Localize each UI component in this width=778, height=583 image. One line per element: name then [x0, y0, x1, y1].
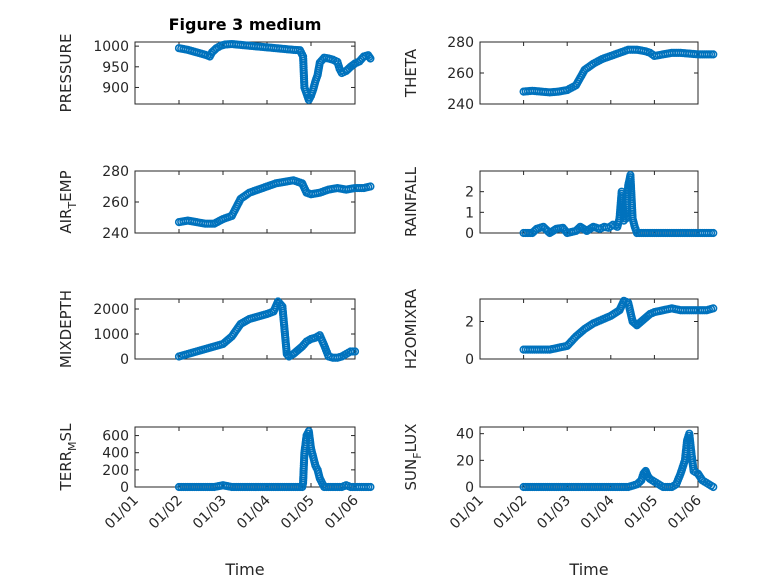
subplot-5: 0 1000 2000 MIXDEPTH — [57, 290, 360, 368]
subplot-4: 0 1 2 RAINFALL — [402, 166, 718, 242]
x-tick-label: 01/01 — [102, 493, 142, 533]
y-tick-label: 0 — [465, 352, 474, 368]
y-tick-label: 0 — [465, 480, 474, 496]
x-tick-label: 01/04 — [578, 492, 618, 532]
y-axis-label: H2OMIXRA — [402, 288, 420, 369]
y-tick-label: 1 — [465, 205, 474, 221]
data-point — [366, 482, 375, 492]
subplot-2: 240 260 280 THETA — [402, 35, 718, 113]
axes-frame — [479, 170, 699, 234]
y-tick-label: 200 — [102, 463, 129, 479]
y-tick-label: 240 — [447, 97, 474, 113]
series-markers — [519, 171, 718, 238]
y-tick-label: 0 — [465, 226, 474, 242]
data-point — [350, 347, 360, 356]
y-tick-label: 1000 — [93, 39, 129, 55]
x-tick-label: 01/01 — [447, 493, 487, 533]
y-axis-label: THETA — [402, 48, 420, 98]
y-tick-label: 950 — [102, 60, 129, 76]
x-tick-label: 01/06 — [322, 492, 362, 532]
data-point — [709, 50, 718, 59]
series-markers — [519, 296, 718, 354]
x-axis-label: Time — [224, 560, 264, 579]
axes-frame — [134, 170, 356, 234]
y-tick-label: 0 — [120, 352, 129, 368]
x-tick-label: 01/04 — [234, 492, 274, 532]
subplot-8: 0 20 40 01/01 01/02 01/03 01/04 01/05 01/06 SUNFL… — [402, 424, 718, 579]
y-axis-label: RAINFALL — [402, 166, 420, 237]
series-markers — [174, 176, 375, 228]
y-tick-label: 40 — [456, 427, 474, 443]
y-axis-label: MIXDEPTH — [57, 290, 75, 368]
axes-frame — [134, 298, 356, 360]
data-point — [366, 182, 375, 191]
data-point — [709, 304, 718, 313]
x-axis-label: Time — [568, 560, 608, 579]
x-tick-label: 01/06 — [665, 492, 705, 532]
data-point — [366, 54, 375, 63]
series-markers — [519, 45, 718, 97]
x-tick-label: 01/03 — [534, 493, 574, 533]
y-tick-label: 2000 — [93, 302, 129, 318]
y-tick-label: 280 — [102, 164, 129, 180]
data-point — [709, 482, 718, 492]
x-tick-label: 01/02 — [491, 493, 531, 533]
y-tick-label: 0 — [120, 480, 129, 496]
series-markers — [519, 429, 718, 492]
subplot-6: 0 2 H2OMIXRA — [402, 288, 718, 369]
y-axis-label: SUNFLUX — [402, 424, 424, 491]
series-markers — [174, 297, 360, 362]
y-tick-label: 1000 — [93, 327, 129, 343]
data-point — [283, 351, 293, 360]
series-markers — [174, 427, 375, 492]
x-tick-label: 01/02 — [146, 493, 186, 533]
y-tick-label: 280 — [447, 35, 474, 51]
y-tick-label: 600 — [102, 429, 129, 445]
figure-title: Figure 3 medium — [169, 15, 322, 34]
subplot-1: 900 950 1000 PRESSURE — [57, 34, 375, 113]
y-tick-label: 900 — [102, 80, 129, 96]
y-axis-label: TERRMSL — [57, 423, 79, 492]
series-markers — [174, 39, 375, 104]
y-tick-label: 2 — [465, 315, 474, 331]
y-tick-label: 20 — [456, 453, 474, 469]
axes-frame — [479, 426, 699, 488]
x-tick-label: 01/03 — [190, 493, 230, 533]
subplot-3: 240 260 280 AIRTEMP — [57, 164, 375, 242]
y-axis-label: PRESSURE — [57, 34, 75, 113]
y-tick-label: 260 — [102, 195, 129, 211]
y-tick-label: 240 — [102, 226, 129, 242]
y-axis-label: AIRTEMP — [57, 170, 79, 233]
y-tick-label: 400 — [102, 446, 129, 462]
data-point — [709, 228, 718, 238]
x-tick-label: 01/05 — [621, 493, 661, 533]
axes-frame — [134, 41, 356, 105]
y-tick-label: 260 — [447, 66, 474, 82]
x-tick-label: 01/05 — [278, 493, 318, 533]
y-tick-label: 2 — [465, 185, 474, 201]
